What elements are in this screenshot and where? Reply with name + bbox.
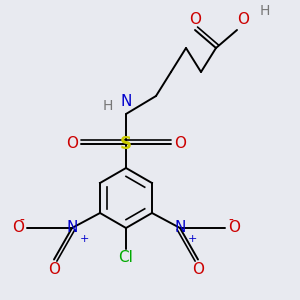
Text: H: H [102,100,112,113]
Text: O: O [237,12,249,27]
Text: -: - [228,214,233,227]
Text: O: O [189,12,201,27]
Text: N: N [66,220,78,236]
Text: O: O [66,136,78,152]
Text: S: S [120,135,132,153]
Text: N: N [120,94,132,110]
Text: O: O [12,220,24,236]
Text: -: - [19,214,24,227]
Text: Cl: Cl [118,250,134,266]
Text: H: H [260,4,270,18]
Text: O: O [174,136,186,152]
Text: O: O [192,262,204,278]
Text: O: O [48,262,60,278]
Text: N: N [174,220,186,236]
Text: O: O [228,220,240,236]
Text: +: + [80,234,89,244]
Text: +: + [188,234,197,244]
